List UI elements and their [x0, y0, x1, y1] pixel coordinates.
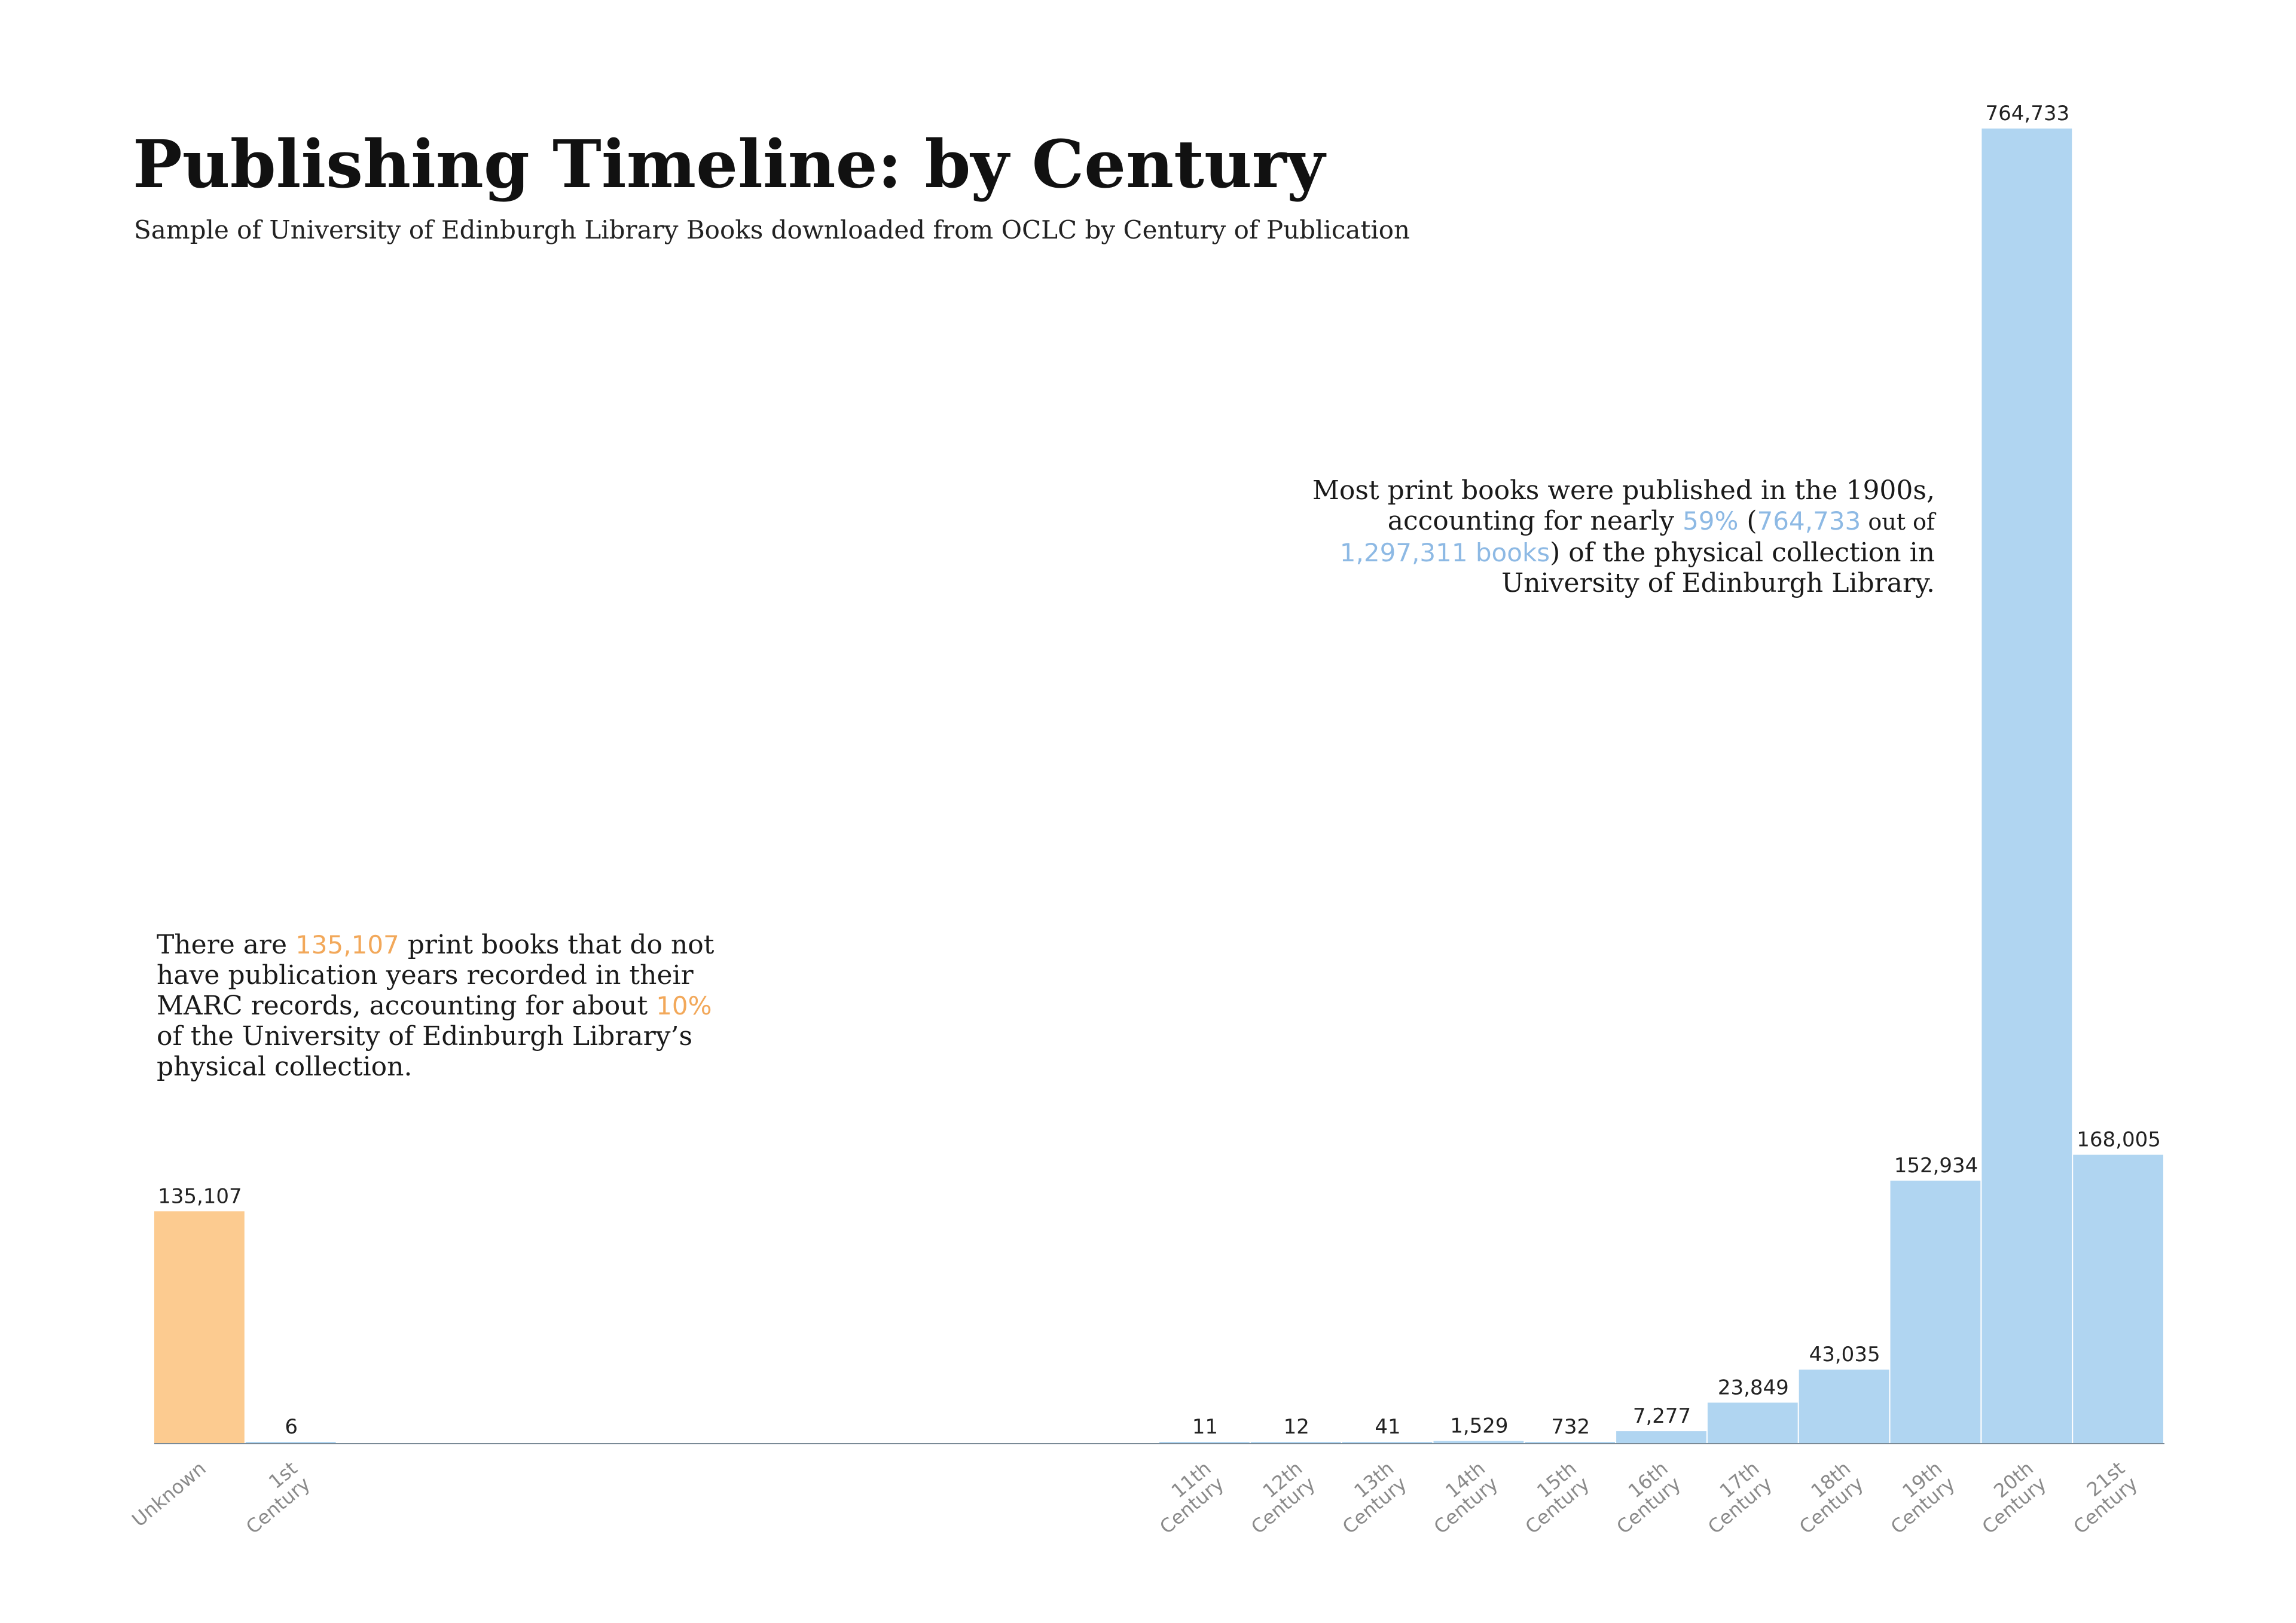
bar-11th-century — [1159, 1442, 1250, 1444]
value-label: 11 — [1192, 1415, 1218, 1439]
value-label: 764,733 — [1985, 102, 2069, 126]
tick-label: Unknown — [127, 1457, 210, 1532]
tick-labels-group: Unknown 1stCentury 11thCentury 12thCentury 1… — [127, 1457, 2142, 1539]
annotation-text: print books that do not — [399, 930, 715, 960]
bar-19th-century — [1890, 1181, 1981, 1444]
tick-label: 15thCentury — [1508, 1457, 1593, 1539]
bars-group — [154, 129, 2163, 1444]
tick-label: 17thCentury — [1691, 1457, 1776, 1539]
value-label: 168,005 — [2077, 1128, 2161, 1152]
annotation-line: physical collection. — [157, 1052, 413, 1082]
annotation-line: have publication years recorded in their — [157, 960, 694, 991]
bar-17th-century — [1707, 1402, 1798, 1444]
value-labels-group: 135,107 6 11 12 41 1,529 732 7,277 23,849 43,035 1… — [158, 102, 2161, 1439]
tick-label: 13thCentury — [1325, 1457, 1410, 1539]
value-label: 41 — [1375, 1415, 1400, 1439]
annotation-unknown: There are 135,107 print books that do no… — [157, 930, 755, 1082]
tick-label: 20thCentury — [1965, 1457, 2050, 1539]
annotation-highlight-total: 1,297,311 books — [1339, 538, 1550, 567]
bar-14th-century — [1433, 1441, 1524, 1444]
bar-21st-century — [2073, 1154, 2163, 1444]
bar-unknown — [154, 1211, 245, 1444]
value-label: 152,934 — [1894, 1154, 1979, 1178]
chart-title: Publishing Timeline: by Century — [133, 126, 1325, 203]
bar-13th-century — [1342, 1442, 1433, 1444]
value-label: 1,529 — [1450, 1414, 1508, 1438]
annotation-highlight-count: 764,733 — [1757, 506, 1861, 536]
value-label: 23,849 — [1718, 1376, 1789, 1399]
annotation-text: MARC records, accounting for about — [157, 991, 657, 1021]
value-label: 135,107 — [158, 1184, 242, 1208]
bar-12th-century — [1250, 1442, 1341, 1444]
annotation-text: There are — [157, 930, 296, 960]
value-label: 6 — [285, 1415, 298, 1439]
annotation-text: ) of the physical collection in — [1550, 537, 1935, 568]
tick-label: 19thCentury — [1873, 1457, 1959, 1539]
bar-18th-century — [1799, 1370, 1889, 1444]
annotation-line: of the University of Edinburgh Library’s — [157, 1021, 693, 1052]
annotation-highlight-count: 135,107 — [295, 930, 399, 959]
bar-16th-century — [1616, 1431, 1706, 1444]
value-label: 43,035 — [1809, 1343, 1880, 1367]
annotation-20th-century: Most print books were published in the 1… — [1217, 475, 1935, 598]
annotation-text: out of — [1861, 509, 1935, 535]
annotation-text: ( — [1738, 506, 1757, 536]
bar-15th-century — [1525, 1442, 1616, 1444]
tick-label: 1stCentury — [228, 1457, 314, 1539]
annotation-line: Most print books were published in the 1… — [1312, 475, 1935, 506]
tick-label: 12thCentury — [1234, 1457, 1319, 1539]
value-label: 12 — [1284, 1415, 1309, 1439]
value-label: 732 — [1551, 1415, 1590, 1439]
bar-20th-century — [1981, 129, 2072, 1444]
tick-label: 11thCentury — [1143, 1457, 1228, 1539]
tick-label: 18thCentury — [1782, 1457, 1867, 1539]
annotation-text: accounting for nearly — [1387, 506, 1683, 536]
annotation-line: University of Edinburgh Library. — [1501, 568, 1935, 598]
annotation-highlight-pct: 10% — [656, 991, 712, 1020]
tick-label: 21stCentury — [2056, 1457, 2142, 1539]
value-label: 7,277 — [1633, 1404, 1691, 1428]
bar-1st-century — [245, 1442, 336, 1444]
chart-subtitle: Sample of University of Edinburgh Librar… — [134, 215, 1410, 244]
annotation-highlight-pct: 59% — [1683, 506, 1739, 536]
tick-label: 16thCentury — [1599, 1457, 1685, 1539]
tick-label: 14thCentury — [1416, 1457, 1502, 1539]
